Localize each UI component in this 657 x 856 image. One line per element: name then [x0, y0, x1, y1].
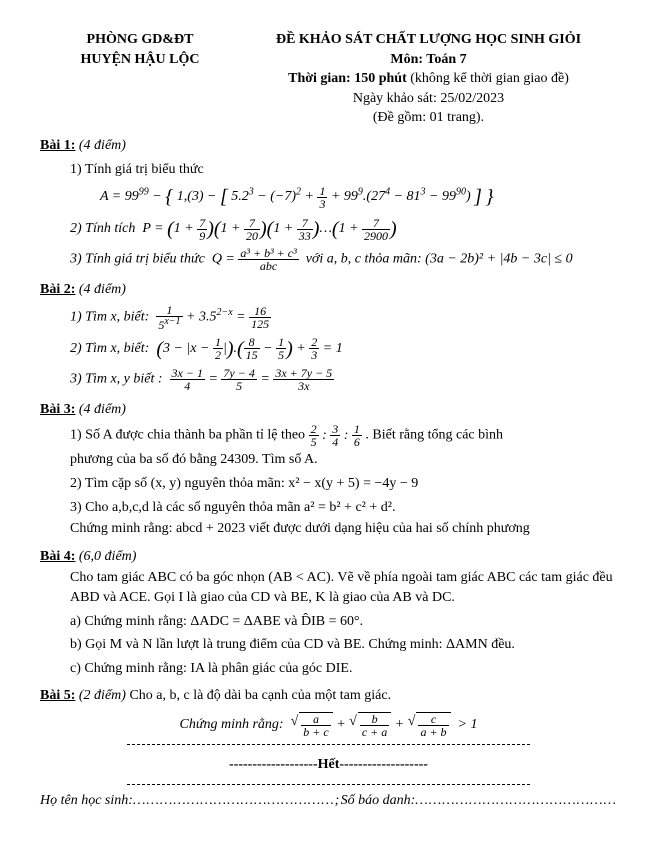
b4-qa: a) Chứng minh rằng: ΔADC = ΔABE và D̂IB … [70, 612, 617, 632]
dashline2 [127, 784, 531, 785]
date: Ngày khảo sát: 25/02/2023 [240, 89, 617, 109]
b3-q1: 1) Số A được chia thành ba phần tỉ lệ th… [70, 423, 617, 448]
b1-points: (4 điểm) [79, 138, 126, 153]
bai5: Bài 5: (2 điểm) Cho a, b, c là độ dài ba… [40, 686, 617, 745]
b5-text: Cho a, b, c là độ dài ba cạnh của một ta… [129, 688, 391, 703]
b3-title: Bài 3: [40, 402, 75, 417]
b4-qb: b) Gọi M và N lần lượt là trung điểm của… [70, 635, 617, 655]
b2-q1: 1) Tìm x, biết: 15x−1 + 3.52−x = 16125 [70, 304, 617, 331]
dashline1 [127, 744, 531, 745]
subject: Môn: Toán 7 [240, 50, 617, 70]
dept2: HUYỆN HẬU LỘC [40, 50, 240, 70]
pages: (Đề gồm: 01 trang). [240, 108, 617, 128]
dept-block: PHÒNG GD&ĐT HUYỆN HẬU LỘC [40, 30, 240, 128]
b3-q3b: Chứng minh rằng: abcd + 2023 viết được d… [70, 519, 617, 539]
b2-q2: 2) Tìm x, biết: (3 − |x − 12|).(815 − 15… [70, 335, 617, 363]
b3-q3a: 3) Cho a,b,c,d là các số nguyên thỏa mãn… [70, 498, 617, 518]
b1-f1: A = 9999 − { 1,(3) − [ 5.23 − (−7)2 + 13… [100, 183, 617, 211]
b4-qc: c) Chứng minh rằng: IA là phân giác của … [70, 659, 617, 679]
bai4: Bài 4: (6,0 điểm) Cho tam giác ABC có ba… [40, 547, 617, 679]
b3-points: (4 điểm) [79, 402, 126, 417]
header: PHÒNG GD&ĐT HUYỆN HẬU LỘC ĐỀ KHẢO SÁT CH… [40, 30, 617, 128]
b2-points: (4 điểm) [79, 282, 126, 297]
exam-title: ĐỀ KHẢO SÁT CHẤT LƯỢNG HỌC SINH GIỎI [240, 30, 617, 50]
b5-title: Bài 5: [40, 688, 75, 703]
b5-prove: Chứng minh rằng: √ab + c + √bc + a + √ca… [40, 712, 617, 738]
b4-title: Bài 4: [40, 549, 75, 564]
bai3: Bài 3: (4 điểm) 1) Số A được chia thành … [40, 400, 617, 539]
b1-q3: 3) Tính giá trị biểu thức Q = a³ + b³ + … [70, 247, 617, 272]
signature-line: Họ tên học sinh:………………………………………; Số báo … [40, 791, 617, 811]
b1-title: Bài 1: [40, 138, 75, 153]
dept1: PHÒNG GD&ĐT [40, 30, 240, 50]
time: Thời gian: 150 phút (không kể thời gian … [240, 69, 617, 89]
student-name: Họ tên học sinh:………………………………………; [40, 791, 339, 811]
b5-points: (2 điểm) [79, 688, 126, 703]
het-line: -------------------Hết------------------… [40, 755, 617, 775]
b3-q2: 2) Tìm cặp số (x, y) nguyên thỏa mãn: x²… [70, 474, 617, 494]
student-id: Số báo danh:……………………………………… [341, 791, 617, 811]
b4-p1: Cho tam giác ABC có ba góc nhọn (AB < AC… [70, 568, 617, 607]
b1-q2: 2) Tính tích P = (1 + 79)(1 + 720)(1 + 7… [70, 215, 617, 243]
b3-q1c: phương của ba số đó bằng 24309. Tìm số A… [70, 450, 617, 470]
bai2: Bài 2: (4 điểm) 1) Tìm x, biết: 15x−1 + … [40, 280, 617, 392]
bai1: Bài 1: (4 điểm) 1) Tính giá trị biểu thứ… [40, 136, 617, 272]
b4-points: (6,0 điểm) [79, 549, 137, 564]
b2-title: Bài 2: [40, 282, 75, 297]
b2-q3: 3) Tìm x, y biết : 3x − 14 = 7y − 45 = 3… [70, 367, 617, 392]
title-block: ĐỀ KHẢO SÁT CHẤT LƯỢNG HỌC SINH GIỎI Môn… [240, 30, 617, 128]
b1-q1: 1) Tính giá trị biểu thức [70, 160, 617, 180]
